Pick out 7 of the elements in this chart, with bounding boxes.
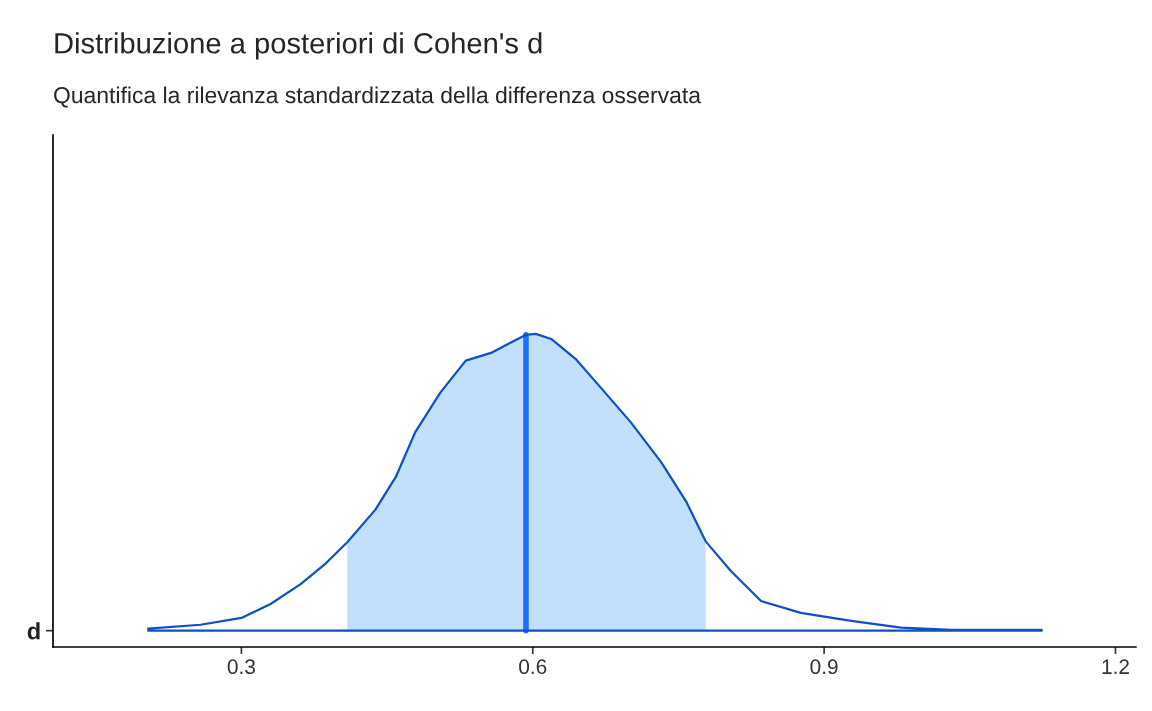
text: d [27,622,40,640]
chart-title: Distribuzione a posteriori di Cohen's d [55,32,542,60]
x-tick-label: 0.6 [519,659,547,675]
x-tick-label: 0.9 [810,659,838,675]
x-tick-label: 1.2 [1102,659,1129,674]
x-tick-label: 0.3 [227,659,255,675]
chart-subtitle: Quantifica la rilevanza standardizzata della differenza osservata [54,86,701,108]
